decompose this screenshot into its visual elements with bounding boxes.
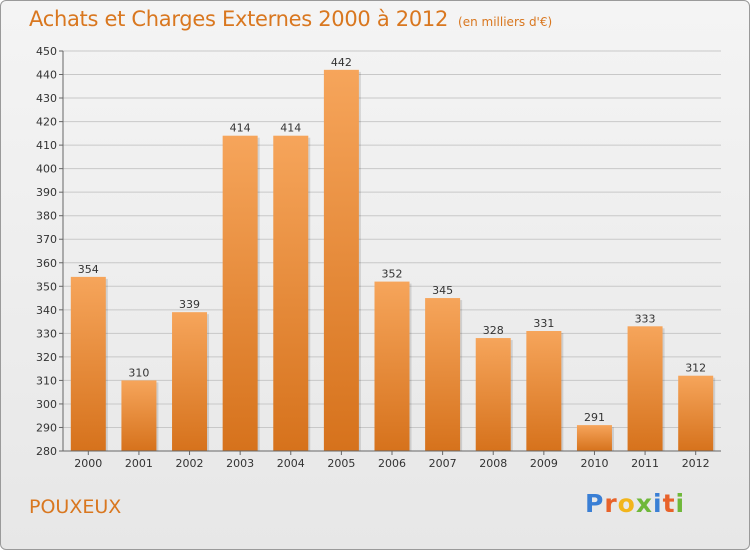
bar-value-label: 339 — [179, 298, 200, 311]
logo-letter: t — [662, 489, 676, 518]
bars: 354 310 339 414 414 442 352 345 328 331 291 333 312 — [70, 56, 716, 452]
x-tick-label: 2000 — [74, 457, 102, 470]
y-tick-label: 350 — [36, 280, 57, 293]
logo-letter: P — [585, 489, 605, 518]
chart-title: Achats et Charges Externes 2000 à 2012 (e… — [29, 7, 552, 31]
y-tick-label: 360 — [36, 257, 57, 270]
logo-letter: r — [604, 489, 618, 518]
bar-value-label: 310 — [128, 366, 149, 379]
bar-value-label: 345 — [432, 284, 453, 297]
x-tick-label: 2001 — [125, 457, 153, 470]
y-tick-label: 430 — [36, 92, 57, 105]
bar — [576, 425, 612, 451]
bar — [323, 69, 359, 451]
y-tick-label: 310 — [36, 374, 57, 387]
bar — [475, 338, 511, 451]
chart-title-text: Achats et Charges Externes 2000 à 2012 — [29, 7, 449, 31]
x-tick-label: 2008 — [479, 457, 507, 470]
logo-letter: i — [653, 489, 663, 518]
bar-value-label: 331 — [533, 317, 554, 330]
bar — [627, 326, 663, 451]
bar — [121, 380, 157, 451]
chart-unit-text: (en milliers d'€) — [458, 15, 553, 29]
y-tick-label: 340 — [36, 304, 57, 317]
logo-letter: i — [675, 489, 686, 518]
y-tick-label: 380 — [36, 210, 57, 223]
y-tick-label: 330 — [36, 327, 57, 340]
x-tick-label: 2005 — [327, 457, 355, 470]
bar-value-label: 291 — [584, 411, 605, 424]
bar-value-label: 328 — [483, 324, 504, 337]
bar — [678, 375, 714, 451]
y-tick-label: 410 — [36, 139, 57, 152]
x-tick-label: 2007 — [429, 457, 457, 470]
y-tick-label: 300 — [36, 398, 57, 411]
y-tick-label: 370 — [36, 233, 57, 246]
y-tick-label: 400 — [36, 163, 57, 176]
proxiti-logo: Proxiti — [585, 489, 685, 518]
x-tick-label: 2012 — [682, 457, 710, 470]
y-tick-label: 450 — [36, 45, 57, 58]
bar — [70, 276, 106, 451]
bar — [374, 281, 410, 451]
bar-value-label: 354 — [78, 263, 99, 276]
y-tick-label: 280 — [36, 445, 57, 458]
bar — [425, 298, 461, 451]
x-tick-label: 2003 — [226, 457, 254, 470]
bar-value-label: 312 — [685, 362, 706, 375]
x-tick-label: 2011 — [631, 457, 659, 470]
bar-value-label: 414 — [230, 122, 251, 135]
bar-value-label: 352 — [382, 268, 403, 281]
y-tick-label: 390 — [36, 186, 57, 199]
x-tick-label: 2010 — [580, 457, 608, 470]
y-tick-label: 290 — [36, 421, 57, 434]
x-tick-label: 2006 — [378, 457, 406, 470]
bar — [222, 135, 258, 452]
y-tick-label: 420 — [36, 116, 57, 129]
bar — [172, 312, 208, 451]
y-tick-label: 440 — [36, 69, 57, 82]
x-tick-label: 2002 — [176, 457, 204, 470]
bar — [526, 331, 562, 451]
y-tick-label: 320 — [36, 351, 57, 364]
bar-value-label: 414 — [280, 122, 301, 135]
x-tick-label: 2009 — [530, 457, 558, 470]
x-tick-label: 2004 — [277, 457, 305, 470]
commune-name: POUXEUX — [29, 496, 122, 518]
bar — [273, 135, 309, 452]
bar-value-label: 333 — [635, 312, 656, 325]
logo-letter: x — [635, 489, 653, 518]
axes: 280 290 300 310 320 330 340 350 360 370 380 390 400 4… — [36, 45, 721, 470]
logo-letter: o — [617, 489, 636, 518]
bar-value-label: 442 — [331, 56, 352, 69]
